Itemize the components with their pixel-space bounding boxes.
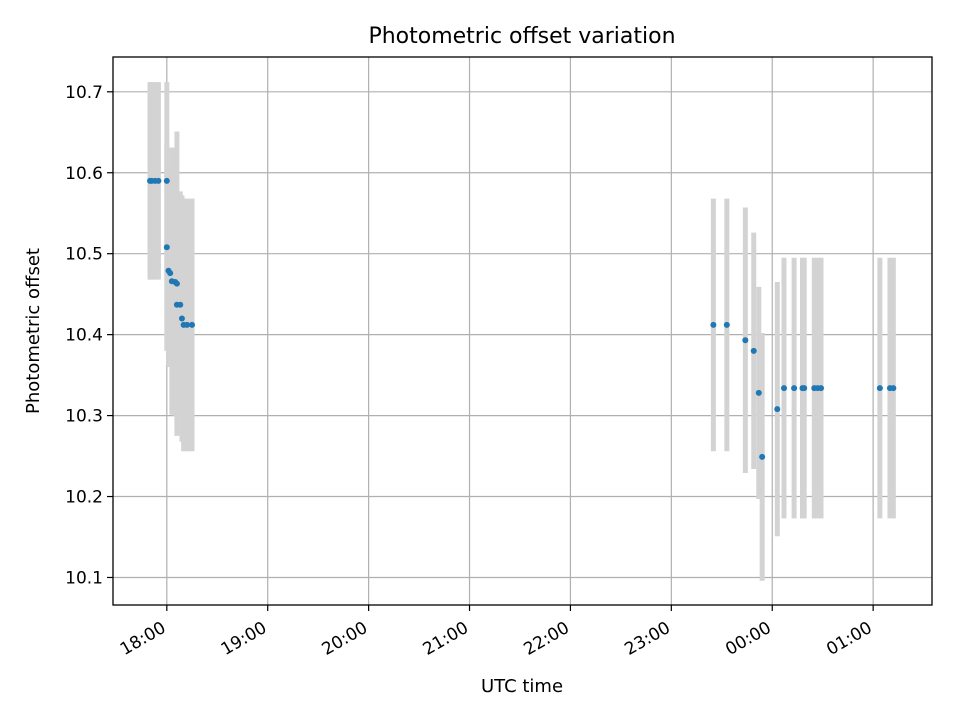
data-point	[755, 389, 762, 396]
y-tick-label: 10.1	[65, 568, 103, 588]
plot-frame	[112, 56, 933, 606]
y-tick-label: 10.4	[65, 326, 103, 346]
data-point	[155, 177, 162, 184]
data-point	[876, 385, 883, 392]
data-point	[178, 315, 185, 322]
data-point	[167, 270, 174, 277]
data-point	[173, 280, 180, 287]
chart-title: Photometric offset variation	[368, 24, 675, 49]
data-point	[742, 337, 749, 344]
y-tick-label: 10.6	[65, 164, 103, 184]
y-axis-ticks: 10.1 10.2 10.3 10.4 10.5 10.6 10.7	[65, 83, 113, 588]
data-point	[163, 244, 170, 251]
data-point	[818, 385, 825, 392]
data-point	[791, 385, 798, 392]
x-axis-label: UTC time	[481, 676, 563, 697]
point-layer	[146, 177, 897, 460]
data-point	[890, 385, 897, 392]
data-point	[723, 321, 730, 328]
data-point	[710, 321, 717, 328]
data-point	[177, 301, 184, 308]
y-tick-label: 10.5	[65, 245, 103, 265]
y-tick-label: 10.2	[65, 488, 103, 508]
data-point	[189, 321, 196, 328]
data-point	[759, 453, 766, 460]
data-point	[183, 321, 190, 328]
data-point	[781, 385, 788, 392]
data-point	[163, 177, 170, 184]
data-point	[750, 347, 757, 354]
y-tick-label: 10.3	[65, 407, 103, 427]
data-point	[774, 406, 781, 413]
data-point	[801, 385, 808, 392]
y-tick-label: 10.7	[65, 83, 103, 103]
y-axis-label: Photometric offset	[23, 248, 44, 414]
